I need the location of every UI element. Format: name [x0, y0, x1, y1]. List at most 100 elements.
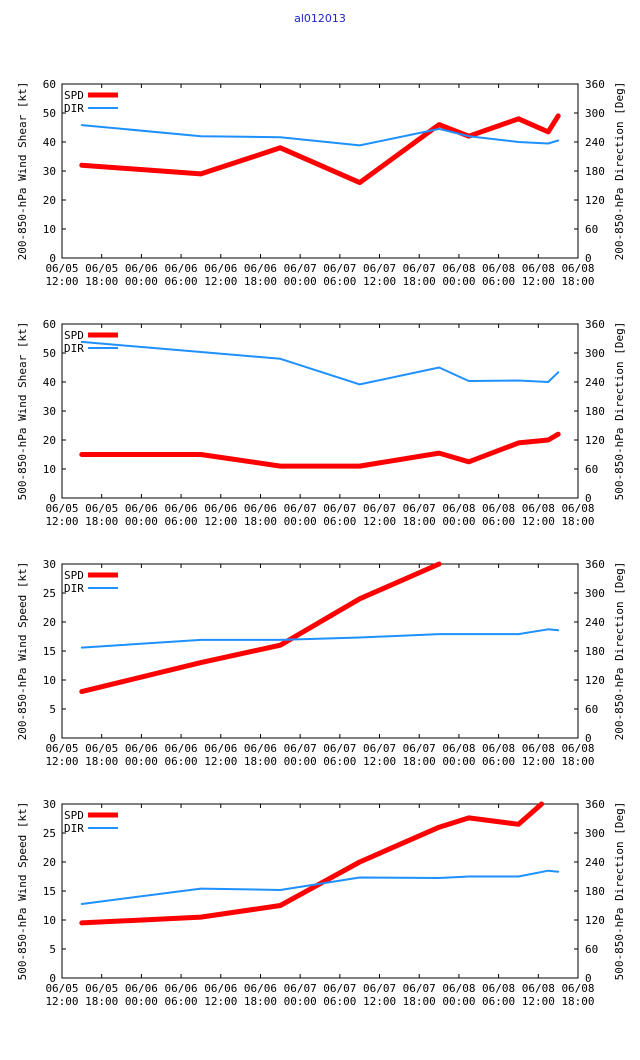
x-tick-label-time: 00:00: [125, 275, 158, 288]
chart-200-850-wind-speed: 05101520253006012018024030036006/0512:00…: [16, 558, 626, 768]
y2-tick-label: 360: [585, 798, 605, 811]
dir-series-line: [80, 869, 560, 905]
y-axis-title: 200-850-hPa Wind Speed [kt]: [16, 562, 29, 741]
x-tick-label-time: 12:00: [45, 515, 78, 528]
y-tick-label: 30: [43, 405, 56, 418]
x-tick-label-time: 06:00: [323, 995, 356, 1008]
x-tick-label-date: 06/05: [45, 262, 78, 275]
spd-series-line: [79, 431, 561, 469]
x-tick-label-date: 06/05: [45, 742, 78, 755]
y-tick-label: 15: [43, 645, 56, 658]
y2-tick-label: 300: [585, 347, 605, 360]
dir-series-line: [80, 628, 560, 649]
x-tick-label-time: 06:00: [482, 275, 515, 288]
x-tick-label-time: 18:00: [561, 995, 594, 1008]
x-tick-label-date: 06/08: [442, 742, 475, 755]
y-tick-label: 0: [49, 252, 56, 265]
x-tick-label-time: 12:00: [522, 995, 555, 1008]
chart-500-850-wind-speed: 05101520253006012018024030036006/0512:00…: [16, 798, 626, 1008]
x-tick-label-date: 06/07: [403, 262, 436, 275]
y2-tick-label: 120: [585, 674, 605, 687]
x-tick-label-date: 06/06: [244, 502, 277, 515]
x-tick-label-date: 06/08: [561, 262, 594, 275]
x-tick-label-time: 12:00: [204, 515, 237, 528]
y-tick-label: 30: [43, 798, 56, 811]
y2-tick-label: 240: [585, 376, 605, 389]
plot-frame: [61, 323, 579, 499]
y2-tick-label: 300: [585, 827, 605, 840]
x-tick-label-time: 00:00: [442, 755, 475, 768]
legend-label-dir: DIR: [64, 102, 84, 115]
x-tick-label-date: 06/05: [85, 742, 118, 755]
x-tick-label-date: 06/07: [363, 742, 396, 755]
y-tick-label: 20: [43, 616, 56, 629]
x-tick-label-date: 06/05: [85, 982, 118, 995]
x-tick-label-time: 12:00: [45, 275, 78, 288]
chart-500-850-wind-shear: 010203040506006012018024030036006/0512:0…: [16, 318, 626, 528]
x-tick-label-time: 00:00: [125, 995, 158, 1008]
x-tick-label-date: 06/06: [204, 502, 237, 515]
spd-series-line: [79, 801, 545, 926]
legend-label-dir: DIR: [64, 822, 84, 835]
chart-panel-500-850-wind-speed: 0 5 10 15 20 25 30 0 60 120 180 240 300 360 06/05 12:00…: [0, 782, 640, 1022]
x-tick-label-time: 12:00: [363, 515, 396, 528]
x-tick-label-date: 06/08: [482, 742, 515, 755]
spd-series-line: [79, 113, 561, 186]
x-tick-label-time: 06:00: [165, 755, 198, 768]
y2-tick-label: 300: [585, 107, 605, 120]
y2-tick-label: 120: [585, 434, 605, 447]
y-axis-title: 500-850-hPa Wind Speed [kt]: [16, 802, 29, 981]
spd-series-line: [79, 561, 442, 695]
x-tick-label-time: 00:00: [442, 515, 475, 528]
x-tick-label-date: 06/07: [323, 982, 356, 995]
x-tick-label-time: 06:00: [165, 515, 198, 528]
x-tick-label-time: 18:00: [403, 995, 436, 1008]
plot-frame: [61, 803, 579, 979]
x-tick-label-date: 06/06: [204, 982, 237, 995]
x-tick-label-time: 12:00: [522, 755, 555, 768]
x-tick-label-date: 06/08: [522, 982, 555, 995]
x-tick-label-time: 18:00: [85, 755, 118, 768]
y2-tick-label: 120: [585, 194, 605, 207]
dir-series-line: [80, 124, 560, 147]
x-tick-label-date: 06/06: [165, 502, 198, 515]
x-tick-label-time: 00:00: [125, 755, 158, 768]
y-tick-label: 10: [43, 914, 56, 927]
x-tick-label-date: 06/08: [522, 502, 555, 515]
y2-tick-label: 180: [585, 645, 605, 658]
y2-tick-label: 360: [585, 318, 605, 331]
x-tick-label-date: 06/07: [363, 982, 396, 995]
x-tick-label-time: 18:00: [403, 275, 436, 288]
x-tick-label-date: 06/07: [403, 502, 436, 515]
y-tick-label: 0: [49, 732, 56, 745]
y2-tick-label: 60: [585, 703, 598, 716]
x-tick-label-time: 12:00: [204, 275, 237, 288]
y-tick-label: 50: [43, 107, 56, 120]
x-tick-label-time: 18:00: [85, 515, 118, 528]
x-tick-label-date: 06/06: [125, 742, 158, 755]
x-tick-label-date: 06/07: [363, 502, 396, 515]
x-tick-label-date: 06/06: [125, 982, 158, 995]
y2-tick-label: 180: [585, 885, 605, 898]
x-tick-label-date: 06/06: [204, 262, 237, 275]
y2-axis-title: 500-850-hPa Direction [Deg]: [613, 322, 626, 501]
y-tick-label: 60: [43, 318, 56, 331]
x-tick-label-time: 06:00: [482, 515, 515, 528]
x-tick-label-date: 06/05: [85, 262, 118, 275]
x-tick-label-time: 18:00: [85, 275, 118, 288]
y2-axis-title: 500-850-hPa Direction [Deg]: [613, 802, 626, 981]
y2-tick-label: 360: [585, 78, 605, 91]
y2-tick-label: 240: [585, 136, 605, 149]
x-tick-label-time: 00:00: [284, 995, 317, 1008]
x-tick-label-date: 06/07: [323, 262, 356, 275]
y-tick-label: 25: [43, 587, 56, 600]
x-tick-label-time: 18:00: [244, 515, 277, 528]
y-axis-title: 500-850-hPa Wind Shear [kt]: [16, 322, 29, 501]
x-tick-label-date: 06/06: [244, 982, 277, 995]
x-tick-label-time: 18:00: [403, 755, 436, 768]
y2-tick-label: 300: [585, 587, 605, 600]
x-tick-label-date: 06/07: [284, 262, 317, 275]
x-tick-label-date: 06/06: [165, 262, 198, 275]
chart-panel-200-850-wind-speed: 0 5 10 15 20 25 30 0 60 120 180 240 300 360 06/05 12:00…: [0, 542, 640, 782]
x-tick-label-time: 00:00: [284, 515, 317, 528]
